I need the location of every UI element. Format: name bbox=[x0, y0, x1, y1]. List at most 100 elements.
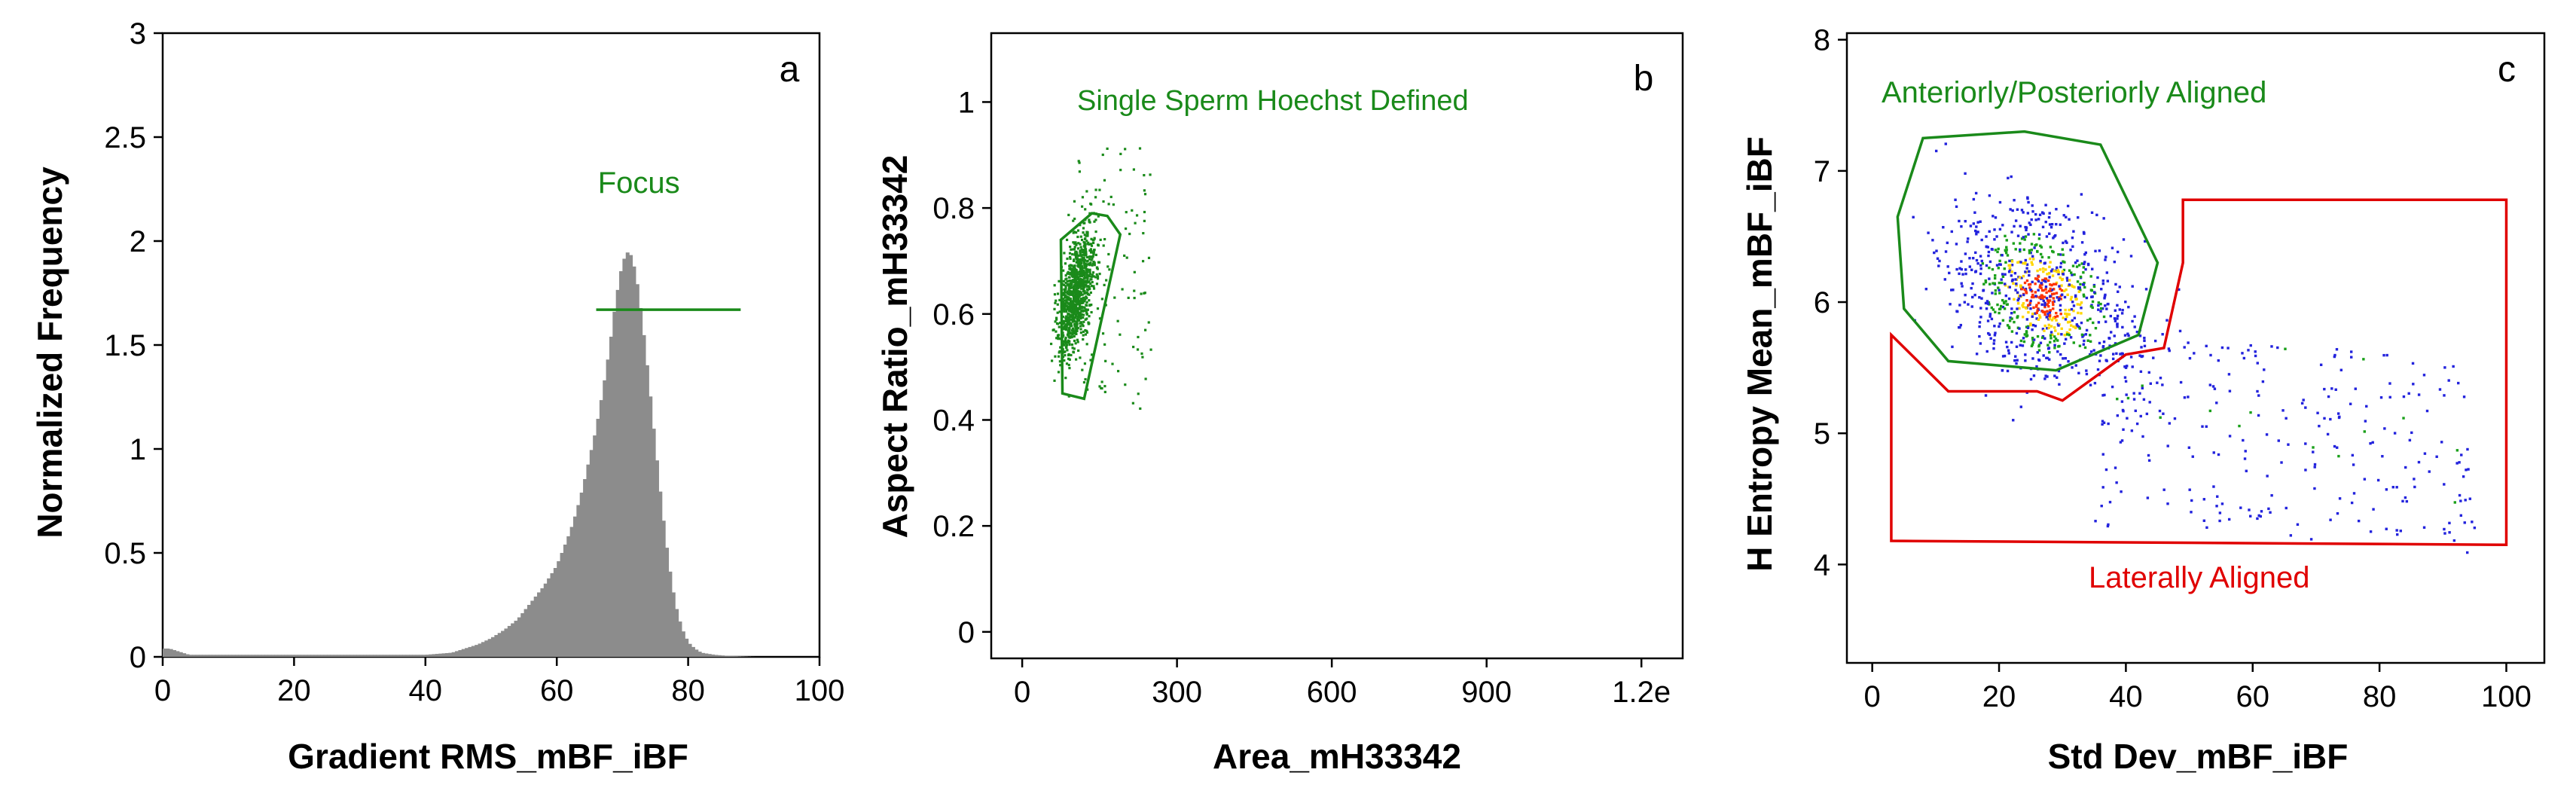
panel-b-point bbox=[1083, 306, 1086, 310]
panel-b-point bbox=[1076, 235, 1079, 239]
panel-b-point bbox=[1147, 321, 1150, 324]
panel-c-point bbox=[2104, 293, 2107, 297]
panel-b-point bbox=[1079, 273, 1082, 276]
panel-c-point bbox=[2120, 490, 2123, 493]
panel-c-point bbox=[2062, 273, 2065, 276]
panel-c-point bbox=[2188, 356, 2192, 360]
panel-c-point bbox=[2044, 220, 2047, 224]
panel-c-point bbox=[2131, 285, 2134, 288]
panel-b-point bbox=[1085, 254, 1088, 257]
panel-c-point bbox=[2024, 258, 2028, 262]
panel-c-point bbox=[2044, 203, 2047, 206]
panel-c-point bbox=[2417, 393, 2421, 396]
panel-b-point bbox=[1082, 316, 1085, 319]
panel-c-point bbox=[2115, 352, 2118, 356]
panel-a-bar bbox=[444, 652, 449, 657]
panel-c-point bbox=[2121, 408, 2125, 412]
panel-c-point bbox=[2058, 297, 2061, 301]
panel-c-point bbox=[2041, 279, 2044, 282]
panel-c-point bbox=[2099, 310, 2102, 313]
panel-b-point bbox=[1098, 317, 1102, 320]
panel-b-point bbox=[1065, 310, 1068, 313]
panel-c-point bbox=[2354, 387, 2357, 390]
panel-c-point bbox=[2007, 326, 2011, 330]
panel-c-point bbox=[2048, 317, 2052, 320]
panel-c-point bbox=[2034, 282, 2037, 285]
panel-c-point bbox=[2016, 316, 2019, 319]
panel-c-point bbox=[2010, 264, 2014, 267]
panel-c-point bbox=[2095, 213, 2098, 217]
panel-b-point bbox=[1076, 302, 1079, 305]
panel-c-point bbox=[2080, 333, 2084, 337]
panel-c-point bbox=[2109, 331, 2113, 334]
panel-b-point bbox=[1085, 255, 1088, 259]
panel-c-point bbox=[2061, 270, 2065, 273]
panel-c-point bbox=[2023, 281, 2027, 285]
panel-b-point bbox=[1066, 349, 1069, 352]
panel-c-point bbox=[2010, 330, 2014, 333]
panel-c-point bbox=[1972, 256, 1975, 260]
panel-c-point bbox=[2057, 272, 2060, 276]
panel-c-point bbox=[2036, 334, 2040, 338]
panel-c-point bbox=[2027, 304, 2030, 307]
panel-c-point bbox=[2022, 293, 2025, 297]
panel-b-point bbox=[1074, 289, 1077, 292]
panel-a-bar bbox=[448, 652, 453, 657]
panel-c-point bbox=[2099, 302, 2102, 306]
panel-c-point bbox=[2052, 316, 2055, 320]
panel-c-point bbox=[2040, 255, 2044, 259]
panel-a-focus-gate-label: Focus bbox=[598, 166, 680, 200]
panel-b-point bbox=[1106, 147, 1109, 151]
panel-c-point bbox=[2140, 355, 2143, 359]
panel-c-point bbox=[2085, 369, 2088, 372]
panel-b-point bbox=[1069, 268, 1073, 271]
panel-a-bar bbox=[267, 655, 272, 657]
panel-a-bar bbox=[419, 655, 423, 657]
panel-a-bar bbox=[366, 655, 371, 657]
panel-a-bar bbox=[691, 646, 695, 657]
panel-c-point bbox=[2026, 325, 2030, 328]
panel-c-point bbox=[2385, 353, 2388, 357]
panel-c-point bbox=[2062, 260, 2065, 263]
panel-b-point bbox=[1119, 169, 1122, 172]
panel-c-point bbox=[2116, 250, 2120, 254]
panel-c-point bbox=[2121, 308, 2124, 312]
panel-c-point bbox=[2227, 518, 2231, 521]
panel-c-point bbox=[2062, 214, 2065, 217]
panel-c-point bbox=[2388, 382, 2391, 385]
panel-b-point bbox=[1054, 355, 1057, 358]
panel-b-point bbox=[1088, 220, 1091, 223]
panel-a-bar bbox=[224, 655, 229, 657]
panel-b-point bbox=[1119, 152, 1122, 155]
panel-c-point bbox=[2045, 297, 2049, 300]
panel-b-point bbox=[1070, 329, 1074, 332]
panel-a-x-axis-title: Gradient RMS_mBF_iBF bbox=[288, 737, 688, 776]
panel-b-point bbox=[1140, 292, 1143, 295]
panel-c-point bbox=[2435, 455, 2438, 458]
panel-a-bar bbox=[550, 572, 554, 657]
panel-c-point bbox=[2244, 450, 2247, 453]
panel-c-point bbox=[2369, 530, 2373, 533]
panel-a-bar bbox=[501, 630, 505, 657]
panel-c-point bbox=[2060, 284, 2063, 287]
panel-c-point bbox=[1999, 263, 2002, 266]
panel-b-point bbox=[1085, 273, 1088, 276]
panel-c-point bbox=[2190, 499, 2193, 502]
panel-c-point bbox=[2004, 273, 2007, 276]
panel-c-point bbox=[2313, 466, 2316, 469]
panel-c-point bbox=[2425, 409, 2429, 413]
panel-c-point bbox=[2122, 428, 2125, 431]
panel-b-point bbox=[1084, 208, 1087, 211]
panel-b-point bbox=[1083, 264, 1086, 267]
panel-b-point bbox=[1059, 321, 1062, 325]
panel-c-point bbox=[2118, 285, 2121, 289]
panel-a-bar bbox=[734, 656, 738, 657]
panel-a-bar bbox=[615, 289, 620, 657]
panel-b-point bbox=[1094, 196, 1097, 199]
panel-c-point bbox=[2338, 497, 2342, 500]
panel-a-bar bbox=[274, 655, 279, 657]
panel-a-bar bbox=[429, 654, 433, 657]
panel-b-point bbox=[1055, 330, 1058, 333]
panel-b-point bbox=[1086, 234, 1089, 237]
